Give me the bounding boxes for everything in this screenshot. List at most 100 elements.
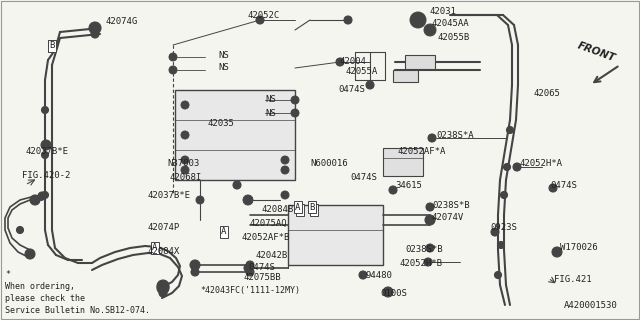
Circle shape bbox=[366, 81, 374, 89]
Circle shape bbox=[30, 195, 40, 205]
Text: NS: NS bbox=[265, 95, 276, 105]
Circle shape bbox=[256, 16, 264, 24]
Text: 42084X: 42084X bbox=[148, 247, 180, 257]
Text: NS: NS bbox=[218, 63, 228, 73]
Circle shape bbox=[243, 195, 253, 205]
Text: A: A bbox=[152, 244, 157, 252]
Text: *42043FC('1111-12MY): *42043FC('1111-12MY) bbox=[200, 285, 300, 294]
Text: 94480: 94480 bbox=[365, 271, 392, 281]
Circle shape bbox=[552, 247, 562, 257]
Circle shape bbox=[389, 186, 397, 194]
Circle shape bbox=[495, 271, 502, 278]
Text: 0474S: 0474S bbox=[338, 84, 365, 93]
Text: A: A bbox=[298, 205, 303, 214]
Circle shape bbox=[549, 184, 557, 192]
Text: 42045AA: 42045AA bbox=[432, 20, 470, 28]
Text: 42052H*B: 42052H*B bbox=[400, 260, 443, 268]
Text: 42075BB: 42075BB bbox=[244, 274, 282, 283]
Circle shape bbox=[44, 142, 49, 148]
Text: 42052AF*B: 42052AF*B bbox=[242, 233, 291, 242]
Circle shape bbox=[383, 287, 393, 297]
Circle shape bbox=[28, 252, 33, 257]
Circle shape bbox=[196, 196, 204, 204]
Text: B: B bbox=[49, 42, 54, 51]
Circle shape bbox=[233, 181, 241, 189]
Circle shape bbox=[41, 140, 51, 150]
Circle shape bbox=[42, 107, 49, 114]
Circle shape bbox=[38, 192, 46, 200]
Circle shape bbox=[157, 280, 169, 292]
Circle shape bbox=[513, 163, 521, 171]
Circle shape bbox=[424, 258, 432, 266]
Circle shape bbox=[181, 101, 189, 109]
Circle shape bbox=[17, 227, 24, 234]
Circle shape bbox=[169, 53, 177, 61]
Bar bbox=[383, 148, 423, 176]
Text: 0474S: 0474S bbox=[248, 262, 275, 271]
Text: A: A bbox=[221, 228, 227, 236]
Circle shape bbox=[426, 244, 434, 252]
Text: N37003: N37003 bbox=[167, 159, 199, 169]
Text: 34615: 34615 bbox=[395, 181, 422, 190]
Text: A420001530: A420001530 bbox=[564, 301, 618, 310]
Circle shape bbox=[336, 58, 344, 66]
Circle shape bbox=[160, 283, 166, 289]
Circle shape bbox=[157, 282, 169, 294]
Text: A: A bbox=[295, 203, 301, 212]
Circle shape bbox=[424, 24, 436, 36]
Text: 0238S*A: 0238S*A bbox=[436, 132, 474, 140]
Bar bbox=[288, 205, 383, 265]
Circle shape bbox=[40, 194, 44, 198]
Text: Service Bulletin No.SB12-074.: Service Bulletin No.SB12-074. bbox=[5, 306, 150, 315]
Text: FIG.421: FIG.421 bbox=[554, 276, 591, 284]
Text: 42065: 42065 bbox=[534, 90, 561, 99]
Circle shape bbox=[497, 242, 504, 249]
Circle shape bbox=[506, 126, 513, 133]
Circle shape bbox=[42, 191, 49, 198]
Circle shape bbox=[291, 96, 299, 104]
Text: 0238S*B: 0238S*B bbox=[405, 244, 443, 253]
Circle shape bbox=[161, 291, 165, 295]
Circle shape bbox=[191, 268, 199, 276]
Circle shape bbox=[359, 271, 367, 279]
Bar bbox=[393, 70, 418, 82]
Text: 42052C: 42052C bbox=[248, 12, 280, 20]
Circle shape bbox=[425, 215, 435, 225]
Text: NS: NS bbox=[265, 108, 276, 117]
Circle shape bbox=[244, 264, 252, 272]
Circle shape bbox=[281, 191, 289, 199]
Text: B: B bbox=[311, 205, 317, 214]
Text: 42031: 42031 bbox=[430, 7, 457, 17]
Text: 42084B: 42084B bbox=[262, 205, 294, 214]
Text: 0100S: 0100S bbox=[380, 290, 407, 299]
Circle shape bbox=[181, 156, 189, 164]
Text: 42074V: 42074V bbox=[432, 213, 464, 222]
Circle shape bbox=[414, 16, 422, 24]
Text: 42052AF*A: 42052AF*A bbox=[398, 148, 446, 156]
Circle shape bbox=[181, 166, 189, 174]
Text: B: B bbox=[309, 203, 315, 212]
Circle shape bbox=[33, 197, 38, 203]
Circle shape bbox=[427, 27, 433, 33]
Circle shape bbox=[426, 203, 434, 211]
Text: 0923S: 0923S bbox=[490, 223, 517, 233]
Circle shape bbox=[281, 166, 289, 174]
Circle shape bbox=[181, 131, 189, 139]
Text: 42004: 42004 bbox=[340, 58, 367, 67]
Circle shape bbox=[89, 22, 101, 34]
Circle shape bbox=[92, 25, 98, 31]
Circle shape bbox=[160, 285, 166, 291]
Text: 42068I: 42068I bbox=[170, 173, 202, 182]
Circle shape bbox=[25, 249, 35, 259]
Text: 0474S: 0474S bbox=[350, 173, 377, 182]
Text: 42074G: 42074G bbox=[105, 18, 137, 27]
Text: 42037B*E: 42037B*E bbox=[26, 148, 69, 156]
Text: 42035: 42035 bbox=[208, 119, 235, 129]
Text: W170026: W170026 bbox=[560, 244, 598, 252]
Bar bbox=[175, 90, 295, 180]
Circle shape bbox=[93, 32, 97, 36]
Circle shape bbox=[291, 109, 299, 117]
Circle shape bbox=[42, 151, 49, 158]
Circle shape bbox=[491, 228, 499, 236]
Circle shape bbox=[500, 191, 508, 198]
